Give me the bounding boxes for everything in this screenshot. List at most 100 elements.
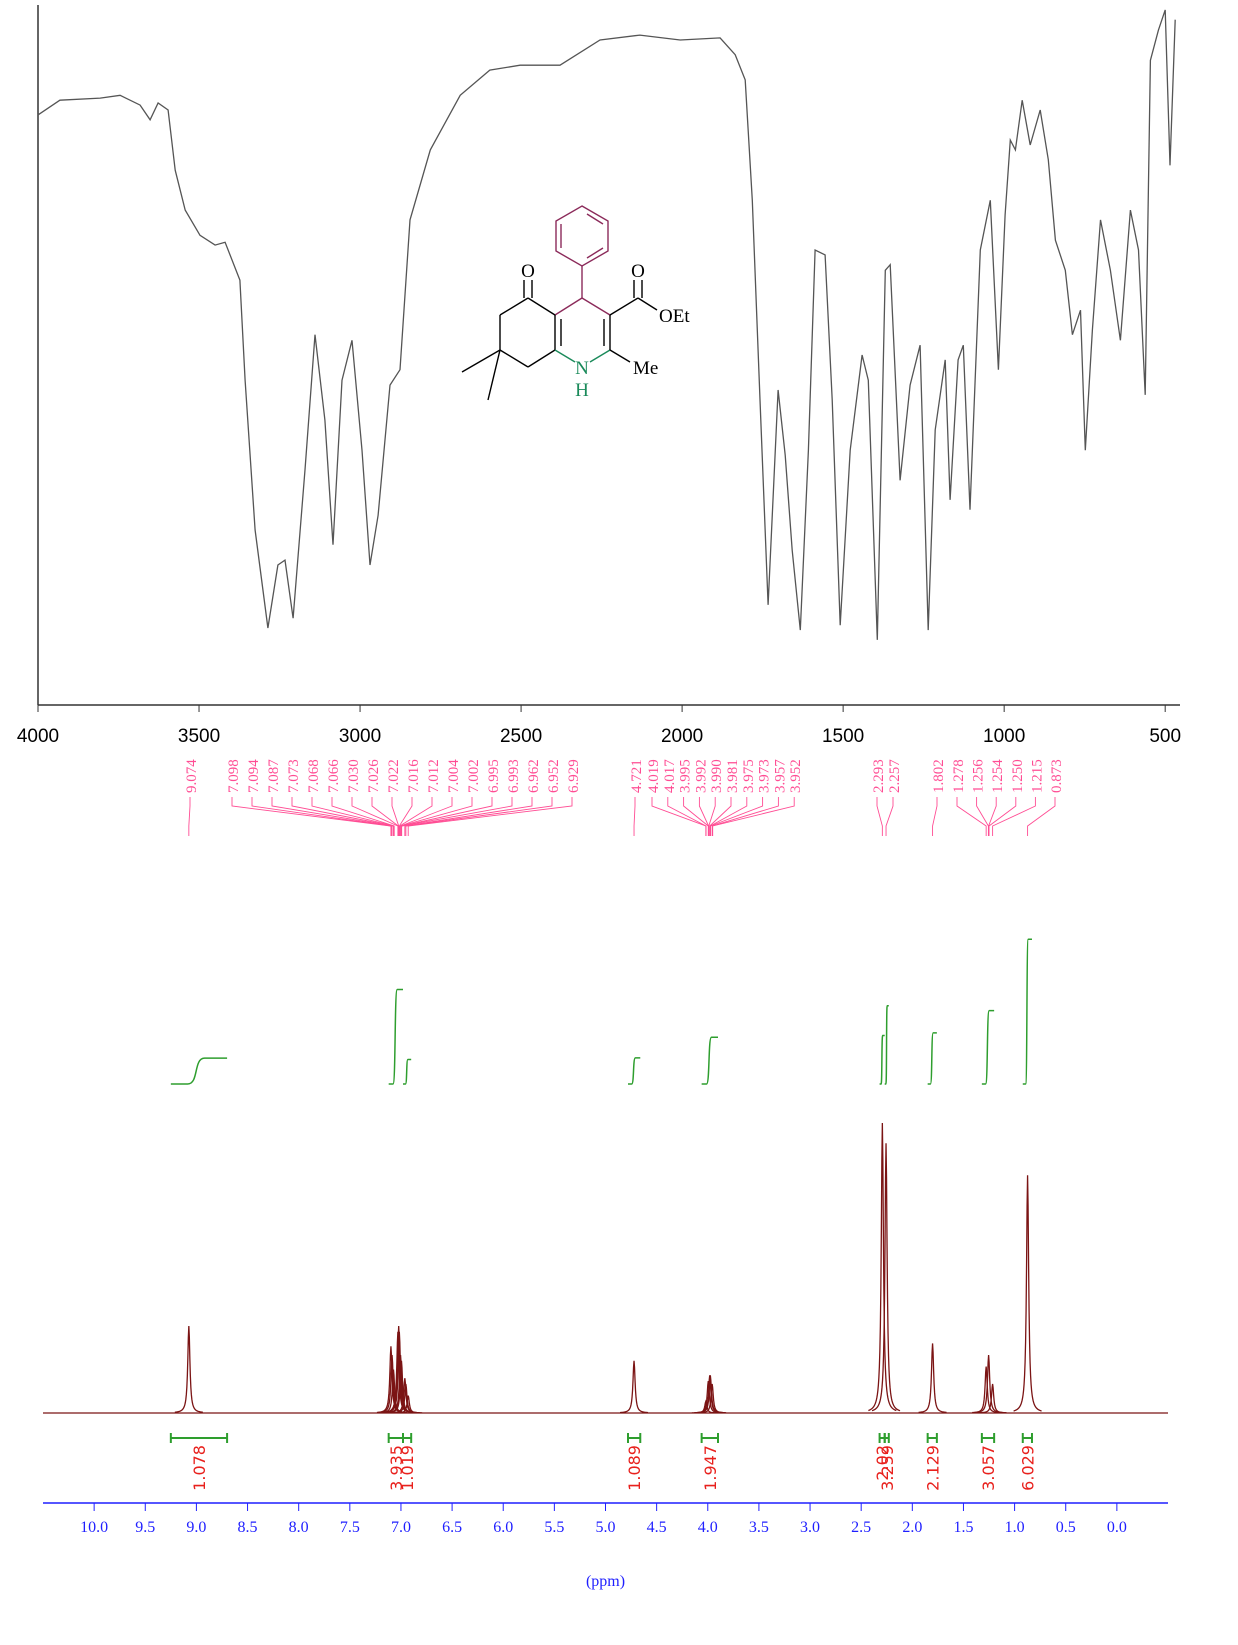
x-tick-label: 9.5 [135, 1519, 155, 1536]
atom-label: OEt [659, 306, 690, 327]
x-tick-label: 3500 [178, 726, 220, 747]
peak-leader [667, 797, 707, 836]
peak-label: 3.952 [788, 759, 804, 793]
x-tick-label: 6.5 [442, 1519, 462, 1536]
peak-leader [709, 797, 732, 836]
integral-bracket [700, 1433, 719, 1443]
peak-label: 4.721 [629, 759, 645, 793]
integral-bracket [883, 1433, 890, 1443]
peak-leader [399, 797, 433, 836]
structure [461, 205, 658, 401]
peak-leader [391, 797, 400, 836]
peak-label: 3.992 [693, 759, 709, 793]
integral-curve [628, 1057, 641, 1085]
integral-curve [884, 1005, 889, 1085]
integral-label: 3.057 [979, 1445, 998, 1491]
integral-bracket [926, 1433, 938, 1443]
atom-label: O [631, 261, 645, 282]
peak-leader [711, 797, 779, 836]
x-tick-label: 5.0 [596, 1519, 616, 1536]
nmr-peak [918, 1343, 947, 1414]
x-tick-label: 7.5 [340, 1519, 360, 1536]
peak-label: 3.995 [678, 759, 694, 793]
x-tick-label: 10.0 [80, 1519, 108, 1536]
x-tick-label: 6.0 [493, 1519, 513, 1536]
peak-label: 3.981 [725, 759, 741, 793]
integral-bracket [169, 1433, 229, 1443]
x-tick-label: 3.0 [800, 1519, 820, 1536]
integral-label: 2.02 [873, 1445, 892, 1481]
nmr-peak [696, 1375, 725, 1414]
x-tick-label: 1.0 [1005, 1519, 1025, 1536]
nmr-peak [1013, 1175, 1042, 1412]
x-tick-label: 1000 [983, 726, 1025, 747]
nmr-peak [394, 1395, 423, 1414]
x-tick-label: 4.0 [698, 1519, 718, 1536]
peak-label: 2.293 [871, 759, 887, 793]
x-tick-label: 7.0 [391, 1519, 411, 1536]
peak-label: 7.002 [466, 759, 482, 793]
peak-leader [251, 797, 392, 836]
peak-label: 7.026 [366, 759, 382, 793]
integral-label: 2.129 [923, 1445, 942, 1491]
peak-label: 7.030 [346, 759, 362, 793]
peak-leader [932, 797, 938, 836]
nmr-peak [174, 1325, 203, 1413]
peak-label: 7.004 [446, 759, 462, 793]
peak-label: 6.952 [546, 759, 562, 793]
peak-label: 1.278 [951, 759, 967, 793]
integral-curve [879, 1034, 885, 1085]
peak-leader [976, 797, 989, 836]
x-tick-label: 1.5 [953, 1519, 973, 1536]
peak-leader [405, 797, 553, 836]
x-tick-label: 8.0 [289, 1519, 309, 1536]
peak-leader [710, 797, 764, 836]
x-tick-label: 9.0 [186, 1519, 206, 1536]
peak-label: 1.802 [931, 759, 947, 793]
nmr-peak [972, 1366, 1001, 1414]
peak-label: 3.957 [772, 759, 788, 793]
peak-label: 6.995 [486, 759, 502, 793]
x-tick-label: 0.0 [1107, 1519, 1127, 1536]
integral-bracket [1021, 1433, 1033, 1443]
x-tick-label: 3000 [339, 726, 381, 747]
x-tick-label: 3.5 [749, 1519, 769, 1536]
peak-label: 3.973 [757, 759, 773, 793]
peak-label: 7.068 [306, 759, 322, 793]
peak-leader [400, 797, 473, 836]
integral-label: 1.019 [398, 1445, 417, 1491]
peak-leader [651, 797, 707, 836]
peak-label: 1.256 [971, 759, 987, 793]
peak-label: 7.087 [266, 759, 282, 793]
nmr-peak [698, 1383, 727, 1414]
peak-label: 6.962 [526, 759, 542, 793]
peak-leader [708, 797, 716, 836]
peak-label: 1.215 [1029, 759, 1045, 793]
peak-leader [401, 797, 513, 836]
peak-label: 7.094 [246, 759, 262, 793]
atom-label: N [575, 358, 589, 379]
peak-label: 6.993 [506, 759, 522, 793]
integral-label: 6.029 [1018, 1445, 1037, 1491]
peak-leader [188, 797, 191, 836]
peak-leader [291, 797, 394, 836]
integral-curve [701, 1036, 718, 1085]
peak-label: 0.873 [1049, 759, 1065, 793]
peak-leader [1027, 797, 1056, 836]
peak-label: 7.012 [426, 759, 442, 793]
peak-leader [992, 797, 1036, 836]
nmr-peak [868, 1122, 897, 1412]
peak-label: 7.073 [286, 759, 302, 793]
x-tick-label: 8.5 [238, 1519, 258, 1536]
x-tick-label: 1500 [822, 726, 864, 747]
peak-label: 9.074 [184, 759, 200, 793]
integral-bracket [627, 1433, 642, 1443]
peak-leader [331, 797, 395, 836]
peak-leader [988, 797, 1017, 836]
peak-leader [885, 797, 894, 836]
peak-label: 1.250 [1010, 759, 1026, 793]
peak-label: 2.257 [887, 759, 903, 793]
peak-leader [633, 797, 636, 836]
x-tick-label: 500 [1149, 726, 1181, 747]
